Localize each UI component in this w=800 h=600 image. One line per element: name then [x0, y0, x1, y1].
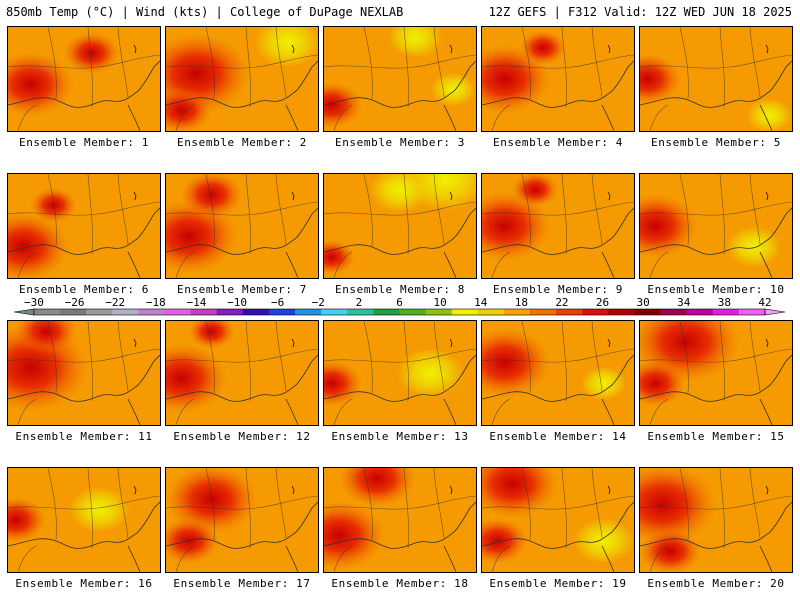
colorbar-segment	[268, 309, 296, 315]
ensemble-map-panel	[165, 26, 319, 132]
ensemble-map-panel	[165, 320, 319, 426]
ensemble-member-label: Ensemble Member: 2	[176, 136, 307, 149]
colorbar-segment	[164, 309, 192, 315]
model-run-info: 12Z GEFS | F312 Valid: 12Z WED JUN 18 20…	[488, 5, 792, 19]
ensemble-member-label: Ensemble Member: 8	[334, 283, 465, 296]
colorbar-right-arrow	[764, 308, 786, 316]
colorbar-segment	[112, 309, 139, 315]
colorbar-tick-label: −10	[227, 296, 247, 309]
ensemble-member-label: Ensemble Member: 11	[15, 430, 153, 443]
ensemble-member-label: Ensemble Member: 15	[647, 430, 785, 443]
colorbar-tick-label: −30	[24, 296, 44, 309]
colorbar-tick-label: 34	[677, 296, 691, 309]
ensemble-member-label: Ensemble Member: 6	[18, 283, 149, 296]
ensemble-map-panel	[323, 26, 477, 132]
temperature-colorbar: −30 −26 −22 −18 −14 −10 −6 −2 2 6 10 14 18 22 26 30 34 38…	[13, 296, 786, 316]
colorbar-segment	[556, 309, 583, 315]
colorbar-segment	[347, 309, 374, 315]
colorbar-tick-label: 14	[474, 296, 488, 309]
colorbar-tick-label: 38	[718, 296, 731, 309]
ensemble-member-label: Ensemble Member: 10	[647, 283, 785, 296]
ensemble-member-label: Ensemble Member: 19	[489, 577, 627, 590]
colorbar-segment	[660, 309, 688, 315]
ensemble-member-label: Ensemble Member: 20	[647, 577, 785, 590]
colorbar-segment	[738, 309, 766, 315]
colorbar-tick-label: −26	[65, 296, 85, 309]
colorbar-tick-label: 42	[758, 296, 771, 309]
colorbar-tick-label: 30	[637, 296, 650, 309]
ensemble-member-label: Ensemble Member: 4	[492, 136, 623, 149]
ensemble-map-panel	[7, 173, 161, 279]
ensemble-map-panel	[7, 320, 161, 426]
ensemble-member-label: Ensemble Member: 17	[173, 577, 311, 590]
colorbar-tick-label: 26	[596, 296, 609, 309]
colorbar-segment	[216, 309, 244, 315]
colorbar-segment	[425, 309, 453, 315]
ensemble-member-label: Ensemble Member: 3	[334, 136, 465, 149]
colorbar-segment	[399, 309, 427, 315]
ensemble-map-panel	[639, 173, 793, 279]
colorbar-left-arrow	[13, 308, 35, 316]
ensemble-member-label: Ensemble Member: 5	[650, 136, 781, 149]
ensemble-map-panel	[165, 173, 319, 279]
colorbar-segment	[138, 309, 166, 315]
colorbar-segment	[373, 309, 400, 315]
ensemble-member-label: Ensemble Member: 18	[331, 577, 469, 590]
ensemble-member-label: Ensemble Member: 16	[15, 577, 153, 590]
colorbar-segment	[34, 309, 61, 315]
colorbar-segment	[86, 309, 113, 315]
ensemble-map-panel	[639, 467, 793, 573]
colorbar-segment	[582, 309, 609, 315]
ensemble-map-panel	[639, 320, 793, 426]
colorbar-segment	[530, 309, 557, 315]
ensemble-map-panel	[323, 467, 477, 573]
map-title: 850mb Temp (°C) | Wind (kts) | College o…	[6, 5, 404, 19]
colorbar-segment	[712, 309, 740, 315]
colorbar-tick-label: 18	[515, 296, 528, 309]
ensemble-member-label: Ensemble Member: 12	[173, 430, 311, 443]
ensemble-member-label: Ensemble Member: 13	[331, 430, 469, 443]
colorbar-segment	[60, 309, 87, 315]
colorbar-tick-label: −18	[146, 296, 166, 309]
colorbar-tick-label: −14	[187, 296, 207, 309]
ensemble-member-label: Ensemble Member: 7	[176, 283, 307, 296]
ensemble-member-label: Ensemble Member: 1	[18, 136, 149, 149]
colorbar-segment	[190, 309, 218, 315]
ensemble-map-panel	[7, 467, 161, 573]
colorbar-segment	[686, 309, 714, 315]
colorbar-segment	[451, 309, 479, 315]
colorbar-segment	[634, 309, 662, 315]
colorbar-segment	[477, 309, 505, 315]
colorbar-segment	[503, 309, 531, 315]
colorbar-segment	[321, 309, 348, 315]
colorbar-tick-label: −22	[105, 296, 125, 309]
ensemble-map-panel	[481, 173, 635, 279]
colorbar-tick-label: −6	[271, 296, 284, 309]
ensemble-member-label: Ensemble Member: 14	[489, 430, 627, 443]
ensemble-map-panel	[481, 26, 635, 132]
ensemble-map-panel	[639, 26, 793, 132]
colorbar-tick-label: −2	[312, 296, 325, 309]
ensemble-map-panel	[323, 173, 477, 279]
ensemble-map-panel	[7, 26, 161, 132]
ensemble-map-panel	[323, 320, 477, 426]
colorbar-tick-label: 6	[396, 296, 403, 309]
colorbar-tick-label: 2	[356, 296, 363, 309]
colorbar-segment	[242, 309, 270, 315]
colorbar-tick-label: 22	[555, 296, 568, 309]
ensemble-map-panel	[481, 320, 635, 426]
ensemble-map-panel	[165, 467, 319, 573]
colorbar-segment	[608, 309, 635, 315]
ensemble-member-label: Ensemble Member: 9	[492, 283, 623, 296]
ensemble-map-panel	[481, 467, 635, 573]
colorbar-tick-label: 10	[433, 296, 446, 309]
colorbar-segment	[295, 309, 322, 315]
